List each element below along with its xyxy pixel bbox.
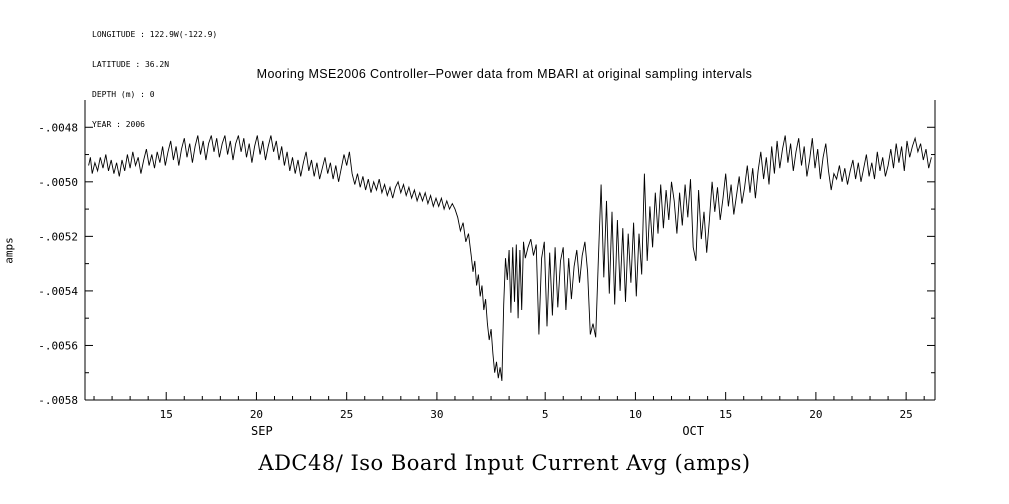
x-ticks xyxy=(93,392,925,400)
month-label: SEP xyxy=(251,424,273,438)
data-series xyxy=(88,135,932,381)
y-tick-label: -.0050 xyxy=(38,176,78,189)
bottom-title: ADC48/ Iso Board Input Current Avg (amps… xyxy=(258,451,751,475)
meta-depth: DEPTH (m) : 0 xyxy=(92,90,155,99)
y-ticks xyxy=(85,126,935,401)
chart-title: Mooring MSE2006 Controller–Power data fr… xyxy=(256,67,753,81)
x-tick-label: 30 xyxy=(430,408,443,421)
y-tick-label: -.0058 xyxy=(38,394,78,407)
y-tick-label: -.0052 xyxy=(38,230,78,243)
x-tick-label: 20 xyxy=(809,408,822,421)
tick-labels: -.0048 -.0050 -.0052 -.0054 -.0056 -.0058 15 20… xyxy=(38,121,913,421)
y-axis-label: amps xyxy=(2,237,16,264)
y-tick-label: -.0048 xyxy=(38,121,78,134)
x-tick-label: 5 xyxy=(542,408,549,421)
meta-latitude: LATITUDE : 36.2N xyxy=(92,60,170,69)
meta-year: YEAR : 2006 xyxy=(92,120,145,129)
metadata-block: LONGITUDE : 122.9W(-122.9) LATITUDE : 36… xyxy=(92,10,217,150)
axis-box xyxy=(84,100,936,401)
y-tick-label: -.0056 xyxy=(38,339,78,352)
x-tick-label: 15 xyxy=(719,408,732,421)
x-tick-label: 20 xyxy=(250,408,263,421)
data-series-line xyxy=(88,135,932,381)
y-tick-label: -.0054 xyxy=(38,285,78,298)
meta-longitude: LONGITUDE : 122.9W(-122.9) xyxy=(92,30,218,39)
month-label: OCT xyxy=(682,424,704,438)
month-labels: SEP OCT xyxy=(251,424,704,438)
x-tick-label: 25 xyxy=(340,408,353,421)
x-tick-label: 25 xyxy=(900,408,913,421)
x-tick-label: 10 xyxy=(629,408,642,421)
x-tick-label: 15 xyxy=(160,408,173,421)
